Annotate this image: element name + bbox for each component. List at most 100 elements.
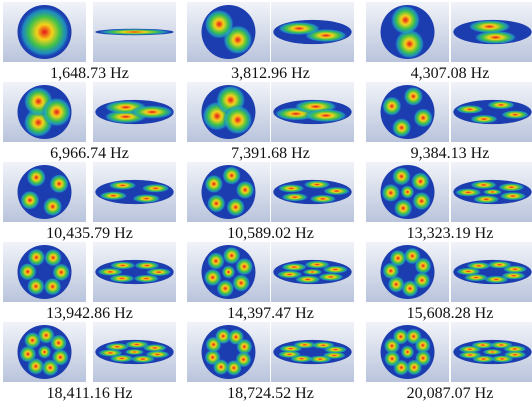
lobe: [131, 105, 174, 118]
mode-cell: 18,411.16 Hz: [3, 322, 176, 402]
lobe: [392, 118, 411, 137]
lobe: [456, 105, 484, 114]
frequency-label: 1,648.73 Hz: [50, 65, 129, 82]
lobe: [125, 349, 145, 355]
top-view: [202, 165, 256, 219]
lobe: [455, 188, 482, 196]
lobe: [390, 250, 407, 267]
lobe: [401, 345, 415, 359]
top-view: [381, 165, 435, 219]
top-view: [381, 245, 435, 299]
oblique-view: [273, 260, 351, 284]
lobe: [50, 334, 67, 351]
mode-cell: 4,307.08 Hz: [366, 2, 532, 82]
top-view: [18, 5, 72, 59]
frequency-label: 20,087.07 Hz: [407, 385, 494, 402]
lobe: [143, 344, 168, 352]
lobe: [487, 101, 515, 110]
lobe: [142, 184, 170, 193]
mode-shape-figure: 1,648.73 Hz 3,812.96 Hz 4,307.08 Hz 6,966.7…: [0, 0, 532, 402]
top-view: [18, 245, 72, 299]
mode-cell: 10,589.02 Hz: [187, 162, 354, 242]
oblique-view: [95, 340, 173, 364]
lobe: [309, 195, 336, 203]
frequency-label: 4,307.08 Hz: [411, 65, 490, 82]
lobe: [44, 278, 62, 296]
mode-cell: 7,391.68 Hz: [187, 82, 354, 162]
lobe: [303, 269, 323, 275]
top-view: [381, 5, 435, 59]
lobe: [381, 184, 400, 203]
top-view: [381, 325, 435, 379]
frequency-label: 15,608.28 Hz: [407, 305, 494, 322]
frequency-label: 13,323.19 Hz: [407, 225, 494, 242]
lobe: [281, 263, 307, 271]
lobe: [223, 105, 253, 135]
lobe: [110, 261, 136, 269]
lobe: [323, 187, 350, 195]
lobe: [27, 168, 46, 187]
lobe: [20, 190, 39, 209]
oblique-view: [273, 180, 351, 204]
oblique-view: [95, 260, 173, 284]
lobe: [304, 180, 331, 188]
lobe: [415, 257, 432, 274]
lobe: [483, 189, 503, 195]
lobe: [392, 167, 411, 186]
top-view: [202, 5, 256, 59]
frequency-label: 9,384.13 Hz: [411, 145, 490, 162]
lobe: [42, 359, 59, 376]
lobe: [318, 273, 344, 281]
mode-cell: 3,812.96 Hz: [187, 2, 354, 82]
oblique-view: [273, 20, 351, 44]
oblique-view: [95, 180, 173, 204]
lobe: [304, 109, 347, 122]
lobe: [473, 195, 500, 203]
lobe: [226, 198, 245, 217]
lobe: [27, 248, 45, 266]
lobe: [38, 345, 52, 359]
top-view: [202, 85, 256, 139]
lobe: [99, 191, 127, 200]
lobe: [458, 351, 481, 358]
lobe: [501, 110, 529, 119]
frequency-label: 6,966.74 Hz: [50, 145, 129, 162]
lobe: [236, 181, 255, 200]
lobe: [213, 359, 229, 375]
lobe: [411, 172, 430, 191]
top-view: [18, 165, 72, 219]
lobe: [134, 262, 160, 270]
frequency-label: 10,589.02 Hz: [227, 225, 314, 242]
oblique-view: [453, 260, 531, 284]
lobe: [501, 272, 526, 280]
lobe: [131, 355, 156, 363]
lobe: [414, 272, 431, 289]
lobe: [19, 6, 70, 57]
lobe: [412, 192, 431, 211]
oblique-view: [453, 20, 531, 44]
lobe: [222, 265, 236, 279]
lobe: [503, 265, 528, 273]
lobe: [498, 183, 525, 191]
frequency-label: 3,812.96 Hz: [231, 65, 310, 82]
top-view: [202, 245, 256, 299]
lobe: [466, 262, 491, 270]
oblique-view: [273, 340, 351, 364]
lobe: [109, 181, 137, 190]
lobe: [413, 108, 432, 127]
lobe: [281, 193, 308, 201]
lobe: [499, 192, 526, 200]
lobe: [290, 355, 313, 362]
lobe: [97, 29, 171, 35]
lobe: [204, 9, 234, 39]
frequency-label: 10,435.79 Hz: [46, 225, 133, 242]
lobe: [133, 275, 159, 283]
frequency-label: 18,724.52 Hz: [227, 385, 314, 402]
mode-cell: 1,648.73 Hz: [3, 2, 176, 82]
lobe: [404, 87, 423, 106]
lobe: [391, 5, 421, 35]
lobe: [207, 194, 226, 213]
mode-cell: 9,384.13 Hz: [366, 82, 532, 162]
lobe: [207, 252, 225, 270]
oblique-view: [95, 100, 173, 124]
